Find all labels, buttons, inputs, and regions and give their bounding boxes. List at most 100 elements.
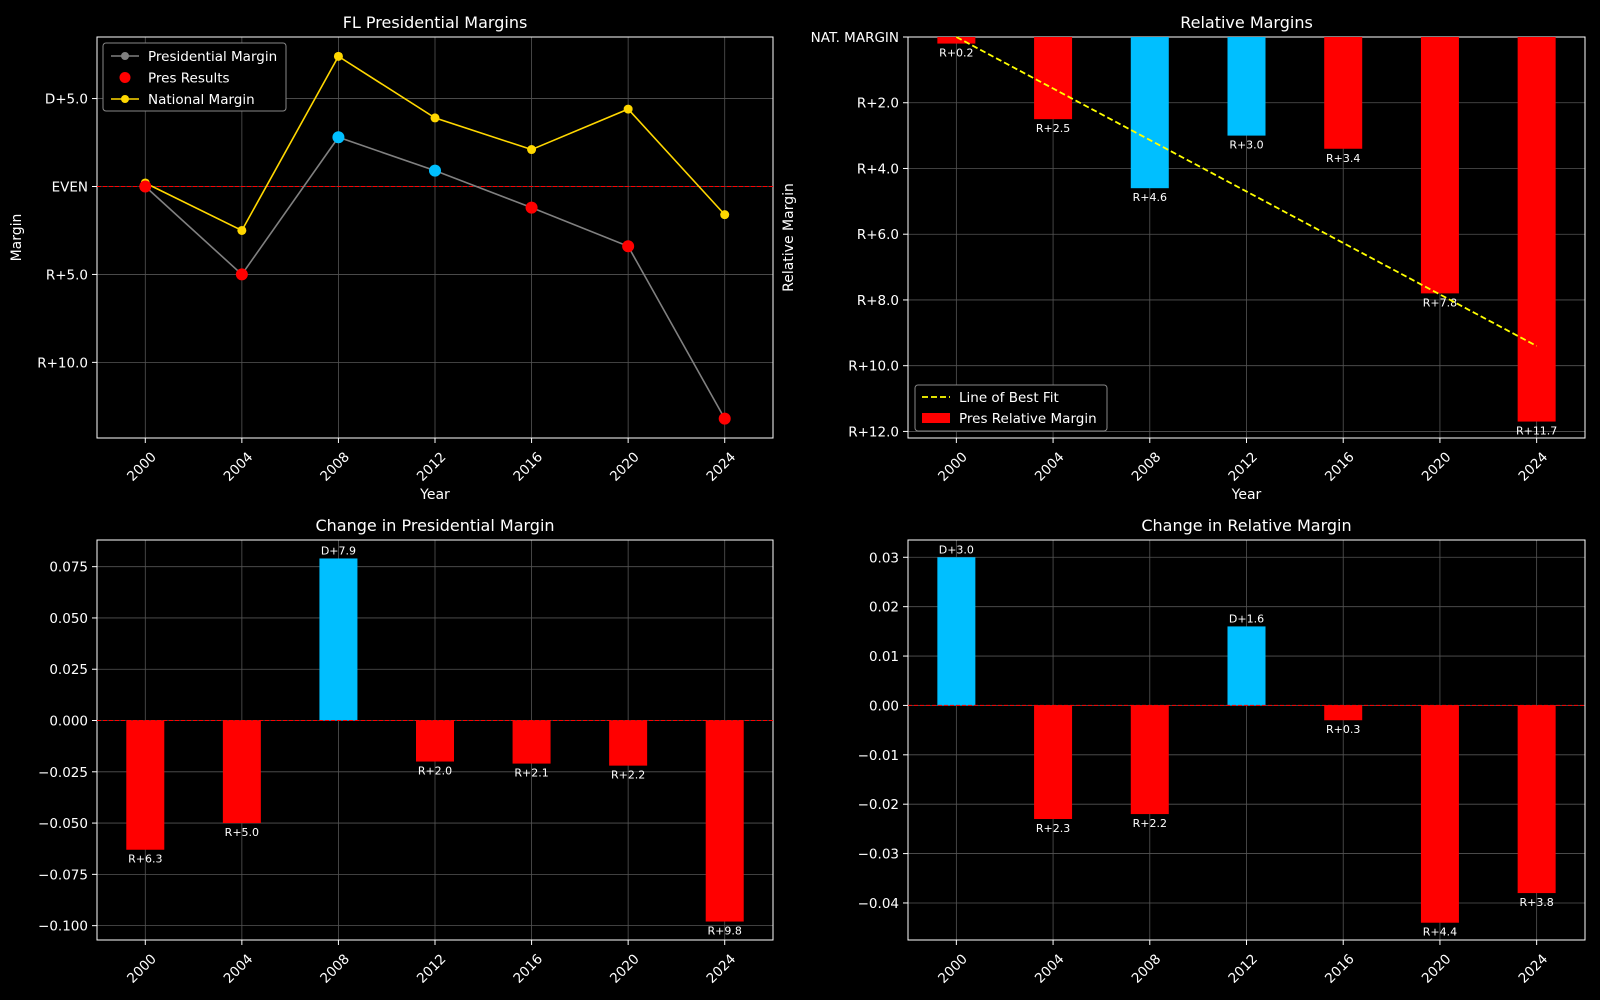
x-tick-label: 2008: [317, 951, 353, 987]
chart-title: Change in Relative Margin: [1141, 516, 1351, 535]
legend-label: National Margin: [148, 92, 255, 108]
change-bar: [1130, 705, 1169, 815]
legend-marker-swatch: [121, 95, 129, 103]
legend-box: [914, 384, 1108, 432]
y-axis-label: Relative Margin: [781, 183, 797, 292]
legend-label: Presidential Margin: [148, 49, 277, 65]
x-tick-label: 2016: [1322, 951, 1358, 987]
change-bar: [126, 720, 165, 850]
bar-value-label: D+1.6: [1229, 612, 1264, 625]
change-bar: [319, 558, 358, 721]
legend-label: Pres Relative Margin: [959, 411, 1097, 427]
bar-value-label: R+3.4: [1326, 152, 1360, 165]
y-tick-label: R+2.0: [857, 96, 899, 112]
x-tick-label: 2000: [935, 449, 971, 485]
x-tick-label: 2008: [317, 449, 353, 485]
bar-value-label: R+6.3: [128, 853, 162, 866]
pres-result-marker: [718, 412, 731, 425]
pres-result-marker: [622, 240, 635, 253]
bar-value-label: R+4.4: [1423, 926, 1457, 939]
legend-box: [102, 42, 287, 112]
bar-value-label: R+11.7: [1516, 425, 1557, 438]
y-tick-label: R+5.0: [46, 267, 88, 283]
y-tick-label: −0.02: [858, 797, 899, 813]
bar-value-label: D+3.0: [939, 543, 974, 556]
bar-value-label: R+2.5: [1036, 122, 1070, 135]
change-bar: [1324, 705, 1363, 721]
bar-value-label: R+0.3: [1326, 723, 1360, 736]
x-tick-label: 2004: [1032, 449, 1068, 485]
x-tick-label: 2008: [1129, 449, 1165, 485]
change-bar: [1517, 705, 1556, 894]
y-tick-label: D+5.0: [45, 92, 88, 108]
bar-value-label: R+2.1: [514, 767, 548, 780]
x-tick-label: 2012: [1225, 951, 1261, 987]
legend-label: Pres Results: [148, 71, 230, 87]
pres-result-marker: [139, 180, 152, 193]
x-tick-label: 2020: [1419, 951, 1455, 987]
x-tick-label: 2020: [607, 951, 643, 987]
relative-margin-bar: [1324, 37, 1363, 149]
y-tick-label: −0.100: [38, 919, 88, 935]
relative-margin-bar: [1130, 37, 1169, 189]
bar-value-label: D+7.9: [321, 544, 356, 557]
national-margin-point: [720, 210, 730, 220]
x-tick-label: 2020: [1419, 449, 1455, 485]
y-tick-label: 0.000: [49, 714, 88, 730]
bar-value-label: R+5.0: [225, 826, 259, 839]
chart-title: FL Presidential Margins: [343, 13, 528, 32]
pres-result-marker: [525, 201, 538, 214]
y-tick-label: R+12.0: [848, 424, 899, 440]
y-tick-label: −0.04: [858, 896, 899, 912]
x-tick-label: 2012: [414, 951, 450, 987]
national-margin-point: [333, 51, 343, 61]
change-bar: [1034, 705, 1073, 820]
x-tick-label: 2004: [221, 449, 257, 485]
national-margin-point: [623, 104, 633, 114]
relative-margin-bar: [937, 37, 976, 44]
change-bar: [1227, 626, 1266, 706]
chart-title: Change in Presidential Margin: [315, 516, 554, 535]
y-tick-label: R+8.0: [857, 293, 899, 309]
x-tick-label: 2024: [1515, 951, 1551, 987]
y-tick-label: R+4.0: [857, 161, 899, 177]
x-tick-label: 2004: [221, 951, 257, 987]
y-tick-label: 0.03: [869, 550, 899, 566]
y-tick-label: 0.050: [49, 611, 88, 627]
best-fit-line: [955, 36, 1538, 347]
y-tick-label: NAT. MARGIN: [811, 30, 899, 46]
x-tick-label: 2000: [935, 951, 971, 987]
legend-marker-swatch: [119, 72, 131, 83]
change-bar: [222, 720, 261, 824]
y-tick-label: −0.025: [38, 765, 88, 781]
bar-value-label: R+3.8: [1519, 896, 1553, 909]
national-margin-point: [527, 145, 537, 155]
relative-margin-bar: [1420, 37, 1459, 294]
bar-value-label: R+2.0: [418, 765, 452, 778]
y-tick-label: R+6.0: [857, 227, 899, 243]
y-axis-label: Margin: [9, 214, 25, 262]
relative-margin-bar: [1034, 37, 1073, 120]
bar-value-label: R+7.8: [1423, 296, 1457, 309]
y-tick-label: R+10.0: [37, 355, 88, 371]
national-margin-point: [237, 225, 247, 235]
y-tick-label: −0.075: [38, 867, 88, 883]
legend-bar-swatch: [922, 413, 950, 423]
change-bar: [609, 720, 648, 766]
x-tick-label: 2012: [1225, 449, 1261, 485]
y-tick-label: 0.025: [49, 662, 88, 678]
bar-value-label: R+0.2: [939, 47, 973, 60]
y-tick-label: −0.03: [858, 847, 899, 863]
change-bar: [512, 720, 551, 764]
x-tick-label: 2016: [510, 449, 546, 485]
y-tick-label: R+10.0: [848, 359, 899, 375]
chart-title: Relative Margins: [1180, 13, 1313, 32]
bar-value-label: R+9.8: [708, 925, 742, 938]
change-bar: [705, 720, 744, 922]
x-axis-label: Year: [419, 487, 450, 503]
bar-value-label: R+2.2: [611, 769, 645, 782]
change-bar: [1420, 705, 1459, 923]
change-bar: [416, 720, 454, 762]
x-tick-label: 2016: [510, 951, 546, 987]
